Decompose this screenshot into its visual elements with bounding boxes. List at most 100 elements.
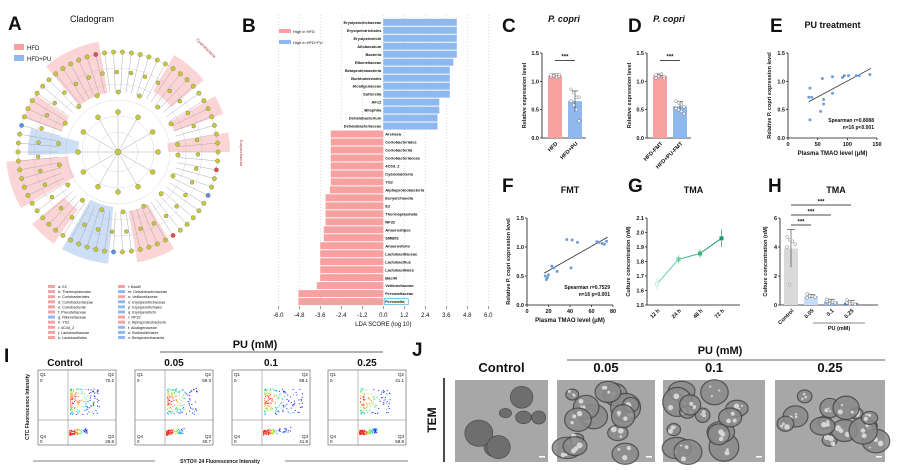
event-dot xyxy=(185,413,187,415)
event-dot xyxy=(97,401,99,403)
event-dot xyxy=(189,391,191,393)
event-dot xyxy=(279,428,281,430)
event-dot xyxy=(360,391,362,393)
pu-group-label: PU (mM) xyxy=(233,339,278,351)
scatter-point xyxy=(569,266,573,270)
event-dot xyxy=(365,389,367,391)
event-dot xyxy=(381,391,383,393)
event-dot xyxy=(264,410,266,412)
event-dot xyxy=(96,412,98,414)
event-dot xyxy=(264,392,266,394)
tree-branch xyxy=(120,211,123,252)
event-dot xyxy=(273,431,275,433)
event-dot xyxy=(301,406,303,408)
event-dot xyxy=(269,433,271,435)
plot-frame xyxy=(37,369,117,446)
event-dot xyxy=(279,430,281,432)
event-dot xyxy=(277,397,279,399)
scatter-point xyxy=(819,109,823,113)
tree-node xyxy=(60,66,66,71)
event-dot xyxy=(86,432,88,434)
event-dot xyxy=(373,432,375,434)
event-dot xyxy=(264,413,266,415)
event-dot xyxy=(369,429,371,431)
vacuole xyxy=(850,410,854,414)
event-dot xyxy=(370,431,372,433)
event-dot xyxy=(75,431,77,433)
event-dot xyxy=(72,413,74,415)
bacterial-cell xyxy=(700,379,729,406)
event-dot xyxy=(301,399,303,401)
tree-branch xyxy=(24,172,62,188)
event-dot xyxy=(368,403,370,405)
event-dot xyxy=(84,405,86,407)
key-swatch xyxy=(118,310,125,314)
y-tick-label: 1.0 xyxy=(531,79,539,85)
x-tick-label: 20 xyxy=(545,309,551,315)
event-dot xyxy=(362,431,364,433)
panel-label-J: J xyxy=(412,340,423,361)
q1-value: 0 xyxy=(40,378,43,383)
tree-branch xyxy=(163,86,194,113)
event-dot xyxy=(276,433,278,435)
plot-title: 0.1 xyxy=(264,358,278,369)
event-dot xyxy=(373,429,375,431)
data-point xyxy=(845,301,849,305)
tree-branch xyxy=(125,52,132,93)
data-point xyxy=(654,76,658,80)
event-dot xyxy=(290,402,292,404)
event-dot xyxy=(267,402,269,404)
event-dot xyxy=(188,410,190,412)
tree-node xyxy=(163,61,168,67)
event-dot xyxy=(275,406,277,408)
event-dot xyxy=(90,389,92,391)
event-dot xyxy=(268,403,270,405)
x-tick-label: 0.05 xyxy=(804,308,816,320)
event-dot xyxy=(361,392,363,394)
tree-node xyxy=(69,215,75,220)
event-dot xyxy=(190,390,192,392)
event-dot xyxy=(89,392,91,394)
event-dot xyxy=(70,398,72,400)
event-dot xyxy=(180,405,182,407)
series-line xyxy=(678,253,701,260)
legend-hfd: HFD xyxy=(27,46,40,52)
event-dot xyxy=(74,398,76,400)
event-dot xyxy=(267,434,269,436)
event-dot xyxy=(172,430,174,432)
data-point xyxy=(808,294,812,298)
event-dot xyxy=(263,430,265,432)
event-dot xyxy=(386,400,388,402)
x-axis-label: Plasma TMAO level (μM) xyxy=(535,318,605,324)
flow-plot-3 xyxy=(327,369,407,446)
event-dot xyxy=(69,431,71,433)
tree-node xyxy=(40,83,46,89)
tree-node xyxy=(115,189,121,195)
event-dot xyxy=(269,394,271,396)
vacuole xyxy=(865,413,868,416)
tree-branch xyxy=(18,142,59,147)
event-dot xyxy=(384,398,386,400)
bacterial-cell xyxy=(486,435,511,460)
event-dot xyxy=(360,431,362,433)
bar-HFD xyxy=(548,75,562,138)
event-dot xyxy=(370,431,372,433)
tree-node xyxy=(135,183,141,190)
event-dot xyxy=(170,429,172,431)
data-point xyxy=(572,103,576,107)
tree-node xyxy=(75,149,81,155)
vacuole xyxy=(740,404,744,407)
event-dot xyxy=(362,430,364,432)
tree-node xyxy=(151,221,156,226)
event-dot xyxy=(363,407,365,409)
event-dot xyxy=(169,406,171,408)
vacuole xyxy=(572,414,577,419)
vacuole xyxy=(730,411,735,416)
chart-title: FMT xyxy=(561,185,580,195)
event-dot xyxy=(389,399,391,401)
event-dot xyxy=(182,432,184,434)
event-dot xyxy=(371,401,373,403)
event-dot xyxy=(383,399,385,401)
event-dot xyxy=(168,410,170,412)
quadrant-label-q2: Q2 xyxy=(398,372,405,377)
